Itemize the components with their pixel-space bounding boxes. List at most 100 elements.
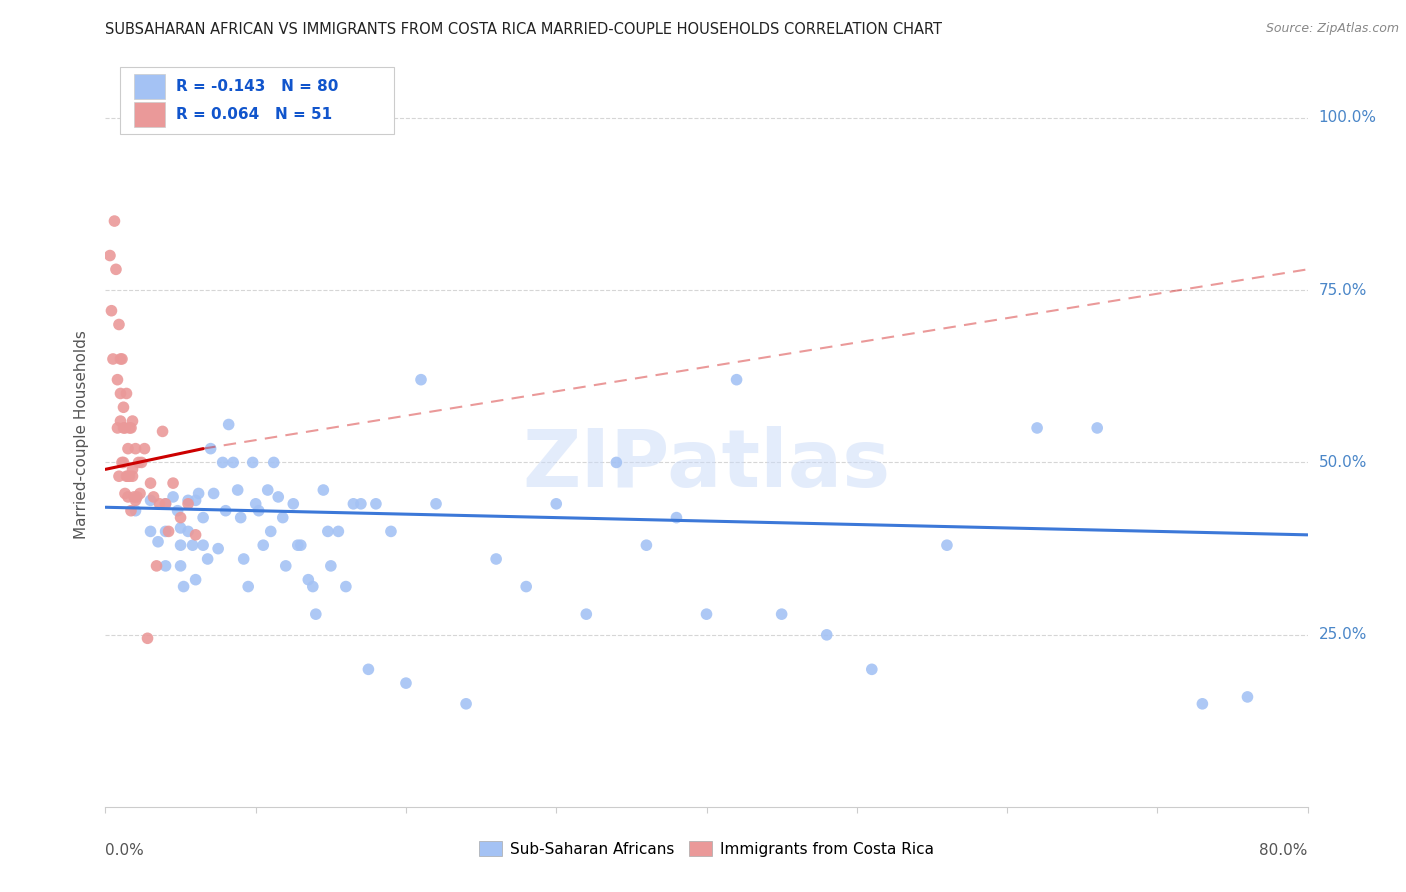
Y-axis label: Married-couple Households: Married-couple Households xyxy=(75,330,90,540)
Point xyxy=(260,524,283,539)
Point xyxy=(121,414,143,428)
Point xyxy=(218,417,240,432)
Point xyxy=(118,469,141,483)
Point xyxy=(409,373,432,387)
Point xyxy=(146,534,169,549)
Point xyxy=(155,558,177,573)
Point xyxy=(169,510,191,524)
Point xyxy=(364,497,387,511)
Point xyxy=(395,676,418,690)
Text: 25.0%: 25.0% xyxy=(1319,627,1367,642)
Point xyxy=(115,469,138,483)
Point xyxy=(696,607,718,622)
Point xyxy=(169,558,191,573)
Point xyxy=(104,262,127,277)
Point xyxy=(177,524,200,539)
Point xyxy=(100,303,122,318)
Point xyxy=(454,697,477,711)
Point xyxy=(120,504,142,518)
Point xyxy=(152,425,174,439)
Point xyxy=(301,580,323,594)
Point xyxy=(120,421,142,435)
Text: 80.0%: 80.0% xyxy=(1260,843,1308,858)
Point xyxy=(283,497,305,511)
Point xyxy=(229,510,252,524)
Point xyxy=(117,469,139,483)
Point xyxy=(214,504,236,518)
Point xyxy=(636,538,658,552)
Point xyxy=(169,538,191,552)
Point xyxy=(245,497,267,511)
Point xyxy=(297,573,319,587)
Point xyxy=(1085,421,1108,435)
Point xyxy=(191,510,214,524)
Point xyxy=(155,497,177,511)
Point xyxy=(110,351,132,366)
Point xyxy=(232,552,254,566)
Point xyxy=(108,469,131,483)
Point xyxy=(211,455,233,469)
Point xyxy=(226,483,249,497)
Point xyxy=(112,401,135,415)
Point xyxy=(342,497,364,511)
Point xyxy=(108,318,131,332)
Point xyxy=(124,493,146,508)
Point xyxy=(129,486,152,500)
Point xyxy=(173,580,195,594)
Point xyxy=(312,483,335,497)
Point xyxy=(184,528,207,542)
Point xyxy=(145,558,167,573)
Point xyxy=(725,373,748,387)
Point xyxy=(142,490,165,504)
Point xyxy=(274,558,297,573)
Point xyxy=(184,493,207,508)
Point xyxy=(101,351,124,366)
Point xyxy=(124,504,146,518)
Point xyxy=(242,455,264,469)
Point xyxy=(380,524,402,539)
Point xyxy=(1026,421,1049,435)
Point xyxy=(200,442,222,456)
Point xyxy=(222,455,245,469)
Point xyxy=(124,442,146,456)
Point xyxy=(290,538,312,552)
Point xyxy=(121,462,143,476)
Point xyxy=(139,524,162,539)
Point xyxy=(357,662,380,676)
Point xyxy=(256,483,278,497)
Point xyxy=(328,524,350,539)
Point xyxy=(202,486,225,500)
Point xyxy=(187,486,209,500)
Text: R = 0.064   N = 51: R = 0.064 N = 51 xyxy=(176,107,332,121)
Point xyxy=(305,607,328,622)
Point xyxy=(319,558,342,573)
Point xyxy=(247,504,270,518)
Point xyxy=(117,490,139,504)
Point xyxy=(112,455,135,469)
Point xyxy=(485,552,508,566)
Point xyxy=(117,442,139,456)
Text: 0.0%: 0.0% xyxy=(105,843,145,858)
Point xyxy=(114,421,136,435)
Point xyxy=(316,524,339,539)
Text: 75.0%: 75.0% xyxy=(1319,283,1367,298)
Point xyxy=(111,351,134,366)
Text: Source: ZipAtlas.com: Source: ZipAtlas.com xyxy=(1265,22,1399,36)
Point xyxy=(770,607,793,622)
Point xyxy=(267,490,290,504)
Point xyxy=(177,493,200,508)
Point xyxy=(157,524,180,539)
Point xyxy=(118,421,141,435)
Point xyxy=(515,580,537,594)
Point xyxy=(605,455,627,469)
Point xyxy=(238,580,260,594)
Point xyxy=(107,373,129,387)
Point xyxy=(110,386,132,401)
Point xyxy=(128,455,150,469)
Point xyxy=(103,214,125,228)
Point xyxy=(1191,697,1213,711)
Text: R = -0.143   N = 80: R = -0.143 N = 80 xyxy=(176,79,337,94)
Point xyxy=(125,490,148,504)
Text: ZIPatlas: ZIPatlas xyxy=(523,425,890,504)
Point xyxy=(350,497,373,511)
